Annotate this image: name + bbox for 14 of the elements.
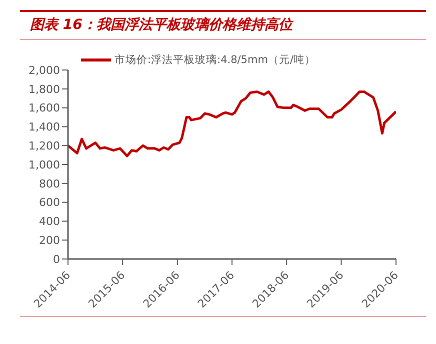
legend-label: 市场价:浮法平板玻璃:4.8/5mm（元/吨） <box>114 53 316 67</box>
y-tick-label: 600 <box>39 196 60 210</box>
y-tick-label: 800 <box>39 177 60 190</box>
y-tick-label: 1,600 <box>28 102 60 115</box>
line-series <box>68 90 396 158</box>
y-tick-label: 1,800 <box>28 82 60 96</box>
y-tick-label: 200 <box>39 234 60 248</box>
chart-title: 图表 16：我国浮法平板玻璃价格维持高位 <box>30 16 292 34</box>
y-tick-label: 1,400 <box>28 120 60 134</box>
y-tick-label: 400 <box>39 215 60 228</box>
y-tick-label: 0 <box>53 252 60 266</box>
y-tick-label: 1,000 <box>28 158 60 172</box>
y-tick-label: 1,200 <box>28 140 60 153</box>
y-tick-label: 2,000 <box>28 64 60 77</box>
